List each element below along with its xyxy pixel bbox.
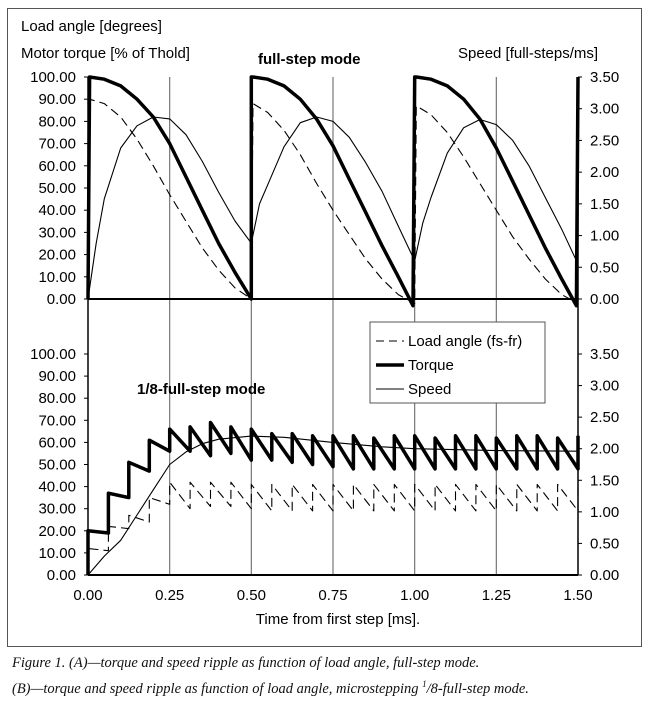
right-tick-label: 1.00 [590, 228, 619, 245]
right-tick-label: 1.50 [590, 196, 619, 213]
x-tick-label: 1.50 [563, 587, 592, 604]
caption-line-2: (B)—torque and speed ripple as function … [12, 679, 529, 698]
x-axis-title: Time from first step [ms]. [256, 611, 420, 628]
bottom-chart-title: 1/8-full-step mode [137, 381, 265, 398]
right-tick-label: 0.00 [590, 567, 619, 584]
top-chart-title: full-step mode [258, 51, 361, 68]
caption-sup: 1 [422, 679, 427, 689]
legend-label: Torque [408, 357, 454, 374]
caption-2b: /8-full-step mode. [426, 680, 529, 697]
left-tick-label: 100.00 [30, 69, 76, 86]
series-torque-line [86, 75, 580, 308]
left-tick-label: 60.00 [38, 434, 76, 451]
x-tick-label: 0.25 [155, 587, 184, 604]
right-tick-label: 3.50 [590, 69, 619, 86]
left-tick-label: 20.00 [38, 247, 76, 264]
right-tick-label: 0.50 [590, 259, 619, 276]
left-tick-label: 90.00 [38, 91, 76, 108]
right-tick-label: 2.50 [590, 409, 619, 426]
left-tick-label: 30.00 [38, 501, 76, 518]
left-tick-label: 80.00 [38, 390, 76, 407]
series-speed-line [87, 435, 579, 576]
left-tick-label: 20.00 [38, 523, 76, 540]
right-tick-label: 2.00 [590, 164, 619, 181]
figure-frame [7, 8, 642, 647]
right-tick-label: 1.00 [590, 504, 619, 521]
left-tick-label: 80.00 [38, 113, 76, 130]
legend-label: Load angle (fs-fr) [408, 333, 522, 350]
legend-label: Speed [408, 381, 451, 398]
x-tick-label: 1.00 [400, 587, 429, 604]
left-tick-label: 70.00 [38, 136, 76, 153]
x-tick-label: 0.00 [73, 587, 102, 604]
left-tick-label: 50.00 [38, 180, 76, 197]
right-axis-title: Speed [full-steps/ms] [458, 45, 598, 62]
series-load-line [87, 98, 579, 304]
left-axis-title-1: Load angle [degrees] [21, 18, 162, 35]
right-tick-label: 3.00 [590, 378, 619, 395]
left-tick-label: 40.00 [38, 202, 76, 219]
left-tick-label: 100.00 [30, 346, 76, 363]
right-tick-label: 2.00 [590, 441, 619, 458]
left-axis-title-2: Motor torque [% of Thold] [21, 45, 190, 62]
left-tick-label: 60.00 [38, 158, 76, 175]
x-tick-label: 0.50 [237, 587, 266, 604]
left-tick-label: 50.00 [38, 457, 76, 474]
left-tick-label: 70.00 [38, 412, 76, 429]
left-tick-label: 90.00 [38, 368, 76, 385]
right-tick-label: 3.00 [590, 101, 619, 118]
left-tick-label: 10.00 [38, 269, 76, 286]
right-tick-label: 3.50 [590, 346, 619, 363]
left-tick-label: 10.00 [38, 545, 76, 562]
caption-line-1: Figure 1. (A)—torque and speed ripple as… [12, 655, 480, 671]
series-load-line [87, 481, 579, 575]
left-tick-label: 40.00 [38, 479, 76, 496]
caption-2a: (B)—torque and speed ripple as function … [12, 680, 423, 697]
x-tick-label: 0.75 [318, 587, 347, 604]
right-tick-label: 0.00 [590, 291, 619, 308]
series-torque-line [86, 420, 580, 575]
left-tick-label: 0.00 [47, 567, 76, 584]
left-tick-label: 0.00 [47, 291, 76, 308]
left-tick-label: 30.00 [38, 224, 76, 241]
right-tick-label: 2.50 [590, 132, 619, 149]
right-tick-label: 0.50 [590, 535, 619, 552]
right-tick-label: 1.50 [590, 472, 619, 489]
x-tick-label: 1.25 [482, 587, 511, 604]
series-speed-line [87, 116, 579, 300]
